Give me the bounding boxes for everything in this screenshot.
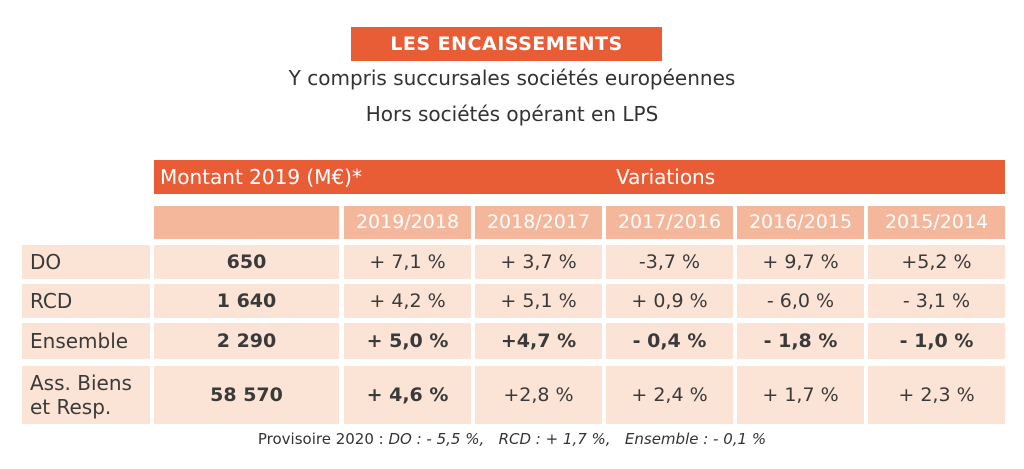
row-value: - 1,8 % <box>737 323 864 359</box>
footnote-prefix: Provisoire 2020 : <box>257 430 389 448</box>
row-value: + 7,1 % <box>344 245 471 279</box>
row-montant: 2 290 <box>154 323 339 359</box>
row-montant: 1 640 <box>154 284 339 318</box>
row-value: + 5,1 % <box>475 284 602 318</box>
row-value: +2,8 % <box>475 366 602 424</box>
row-value: - 3,1 % <box>868 284 1005 318</box>
header-period: 2015/2014 <box>868 206 1005 239</box>
subtitle-line-2: Hors sociétés opérant en LPS <box>365 102 659 126</box>
title-banner: LES ENCAISSEMENTS <box>351 27 662 61</box>
footnote-rcd: RCD : + 1,7 %, <box>498 430 611 448</box>
row-label: DO <box>22 245 150 279</box>
footnote: Provisoire 2020 : DO : - 5,5 %, RCD : + … <box>0 430 1024 448</box>
row-value: - 0,4 % <box>606 323 733 359</box>
header-montant: Montant 2019 (M€)* <box>160 165 362 189</box>
row-value: + 9,7 % <box>737 245 864 279</box>
row-value: + 2,3 % <box>868 366 1005 424</box>
row-value: + 4,6 % <box>344 366 471 424</box>
row-label-line-1: Ass. Biens <box>30 371 132 395</box>
row-value: +5,2 % <box>868 245 1005 279</box>
header-variations: Variations <box>616 165 716 189</box>
row-value: - 1,0 % <box>868 323 1005 359</box>
row-label: Ensemble <box>22 323 150 359</box>
row-value: + 1,7 % <box>737 366 864 424</box>
header-empty-cell <box>154 206 339 239</box>
row-label: RCD <box>22 284 150 318</box>
header-period: 2016/2015 <box>737 206 864 239</box>
row-label-line-2: et Resp. <box>30 395 112 419</box>
row-value: -3,7 % <box>606 245 733 279</box>
subtitle-line-1: Y compris succursales sociétés européenn… <box>288 66 736 90</box>
header-period: 2019/2018 <box>344 206 471 239</box>
row-value: + 5,0 % <box>344 323 471 359</box>
row-value: + 3,7 % <box>475 245 602 279</box>
row-montant: 58 570 <box>154 366 339 424</box>
header-period: 2018/2017 <box>475 206 602 239</box>
footnote-ensemble: Ensemble : - 0,1 % <box>624 430 767 448</box>
table-header-main: Montant 2019 (M€)* Variations <box>154 160 1005 194</box>
row-value: - 6,0 % <box>737 284 864 318</box>
row-value: + 2,4 % <box>606 366 733 424</box>
footnote-do: DO : - 5,5 %, <box>388 430 485 448</box>
row-value: + 4,2 % <box>344 284 471 318</box>
row-value: + 0,9 % <box>606 284 733 318</box>
header-period: 2017/2016 <box>606 206 733 239</box>
row-value: +4,7 % <box>475 323 602 359</box>
row-label: Ass. Biens et Resp. <box>22 366 150 424</box>
row-montant: 650 <box>154 245 339 279</box>
